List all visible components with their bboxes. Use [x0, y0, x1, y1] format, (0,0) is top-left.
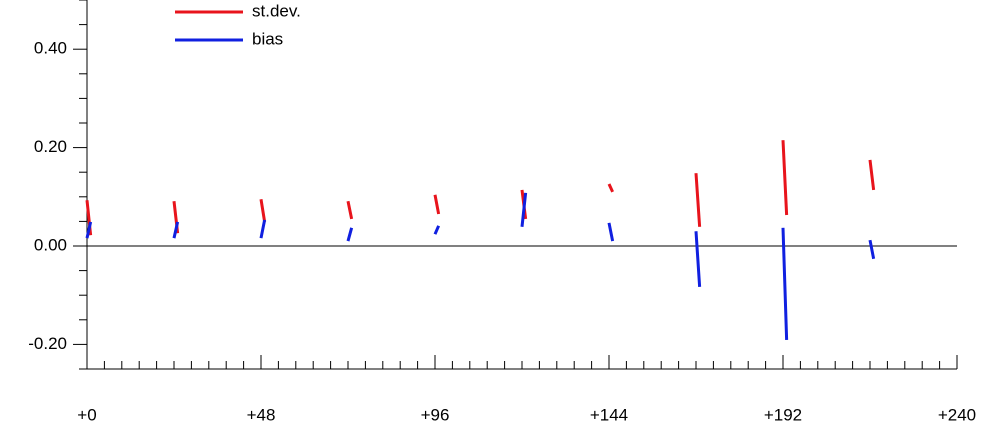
x-tick-label: +144: [590, 405, 628, 423]
x-tick-label: +0: [77, 405, 96, 423]
x-tick-label: +48: [247, 405, 276, 423]
y-tick-label: -0.20: [28, 334, 67, 353]
x-tick-label: +240: [938, 405, 976, 423]
y-tick-label: 0.40: [34, 39, 67, 58]
legend-label: st.dev.: [252, 1, 301, 20]
y-tick-label: 0.20: [34, 137, 67, 156]
x-tick-label: +96: [421, 405, 450, 423]
legend-label: bias: [252, 29, 283, 48]
series-line: [85, 140, 876, 236]
series-line: [85, 192, 876, 341]
x-tick-label: +192: [764, 405, 802, 423]
y-tick-label: 0.00: [34, 235, 67, 254]
